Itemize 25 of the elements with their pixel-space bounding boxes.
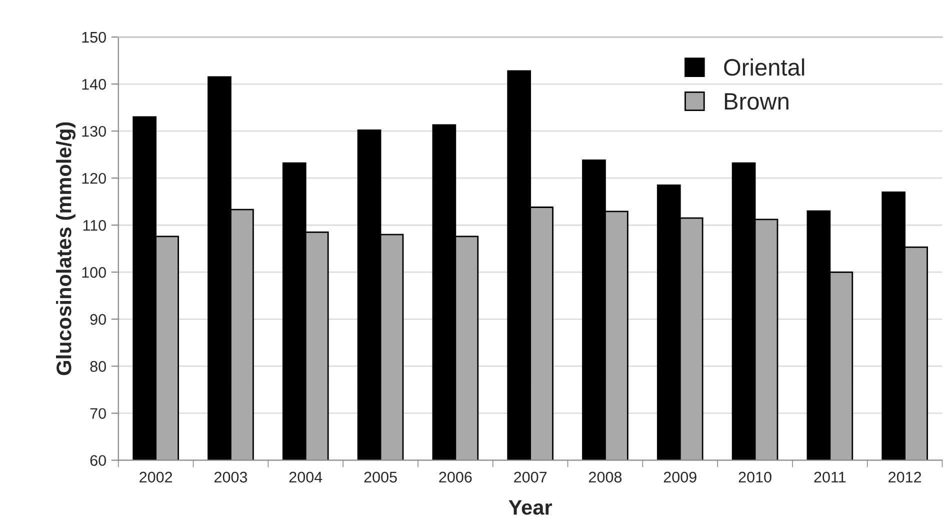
y-tick-label: 120 (82, 172, 106, 184)
y-tick-label: 140 (82, 78, 106, 90)
y-tick-label: 90 (90, 314, 106, 325)
x-tick-label: 2010 (738, 472, 772, 483)
y-tick-label: 60 (90, 455, 106, 466)
x-tick-label: 2009 (664, 472, 696, 483)
y-tick-label: 130 (82, 126, 106, 137)
x-tick-label: 2003 (214, 472, 248, 483)
x-tick-label: 2002 (140, 472, 172, 483)
y-tick-label: 150 (82, 32, 106, 43)
x-axis-title: Year (508, 500, 552, 515)
y-tick-label: 100 (82, 267, 106, 278)
legend-label: Brown (724, 93, 788, 110)
y-tick-label: 70 (90, 408, 106, 419)
x-tick-label: 2004 (289, 472, 322, 483)
x-tick-label: 2008 (588, 472, 622, 483)
x-tick-label: 2006 (439, 472, 472, 483)
x-tick-label: 2012 (888, 472, 922, 483)
x-tick-label: 2005 (364, 472, 397, 483)
legend-label: Oriental (724, 58, 804, 76)
x-tick-label: 2011 (814, 472, 846, 483)
y-tick-label: 80 (90, 361, 106, 372)
x-tick-label: 2007 (514, 472, 547, 483)
y-axis-title: Glucosinolates (mmole/g) (56, 122, 76, 376)
y-tick-label: 110 (83, 220, 106, 231)
